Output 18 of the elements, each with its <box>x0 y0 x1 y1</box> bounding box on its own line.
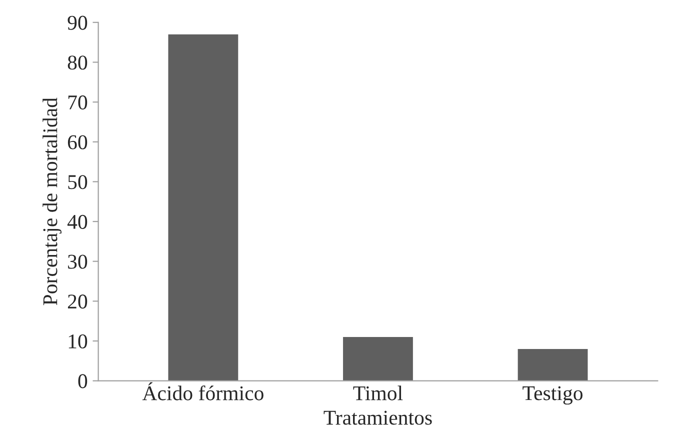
y-axis-title: Porcentaje de mortalidad <box>42 98 62 306</box>
y-tick-label: 30 <box>68 254 88 269</box>
y-tick-label: 40 <box>67 214 88 229</box>
x-tick-label: Testigo <box>522 386 583 405</box>
x-tick-label: Timol <box>353 386 403 400</box>
bar <box>343 336 413 381</box>
y-tick-label: 20 <box>68 294 88 309</box>
y-tick-label: 0 <box>78 374 88 388</box>
y-tick-label: 70 <box>68 95 88 110</box>
x-axis-title: Tratamientos <box>324 410 432 425</box>
bar <box>518 348 588 381</box>
y-tick-label: 10 <box>68 334 88 348</box>
x-tick-label: Ácido fórmico <box>142 382 264 400</box>
y-tick-label: 60 <box>68 135 88 150</box>
y-tick-label: 80 <box>68 56 88 70</box>
y-tick-label: 90 <box>68 16 88 30</box>
y-tick-label: 50 <box>68 175 88 190</box>
bar <box>168 34 238 381</box>
